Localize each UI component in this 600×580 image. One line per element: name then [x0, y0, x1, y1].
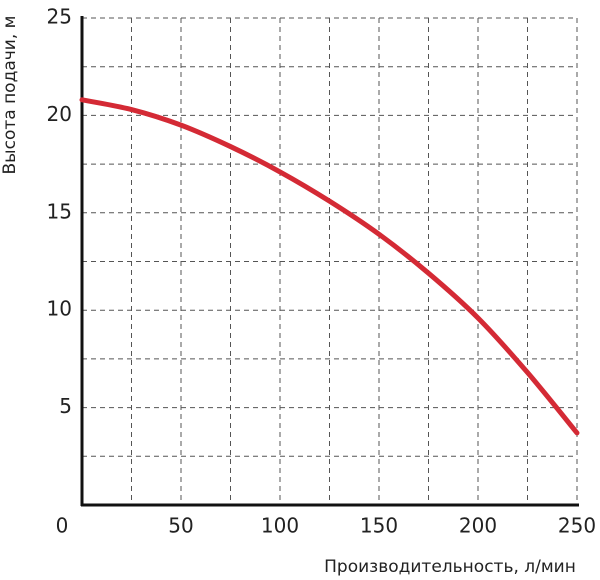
curve [79, 97, 580, 436]
x-tick-label: 150 [360, 514, 398, 538]
x-tick-label: 200 [459, 514, 497, 538]
x-tick-label: 0 [56, 514, 69, 538]
y-tick-label: 20 [47, 102, 72, 126]
x-tick-label: 50 [168, 514, 193, 538]
y-tick-label: 15 [47, 199, 72, 223]
x-axis-title: Производительность, л/мин [324, 557, 576, 577]
x-tick-label: 100 [261, 514, 299, 538]
x-tick-label: 250 [558, 514, 596, 538]
y-tick-label: 25 [47, 5, 72, 29]
y-tick-label: 5 [59, 394, 72, 418]
y-tick-label: 10 [47, 297, 72, 321]
y-axis-title: Высота подачи, м [0, 16, 20, 175]
